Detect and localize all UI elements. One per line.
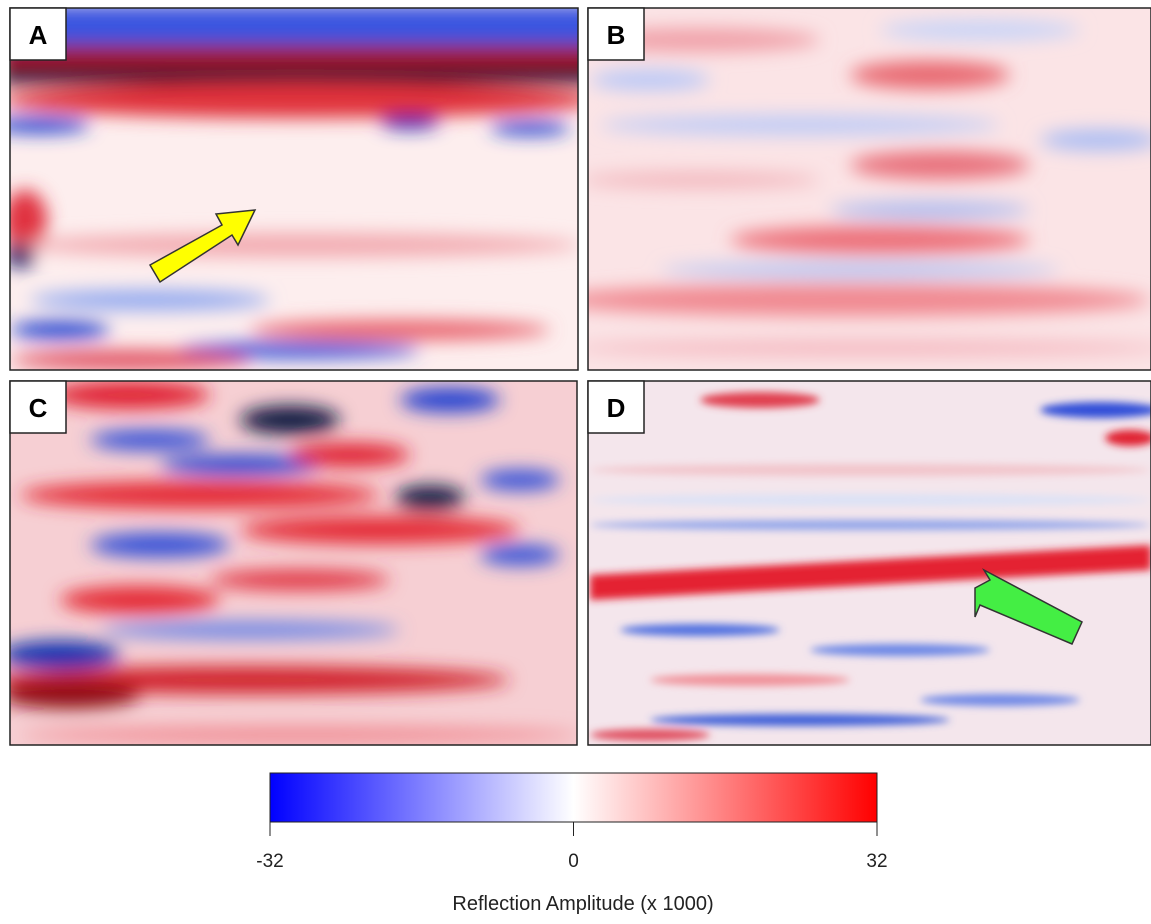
label-box — [587, 380, 645, 434]
tick-label: 0 — [568, 851, 579, 872]
panel-label: D — [607, 393, 626, 423]
panel-label: B — [607, 20, 626, 50]
colorbar-ticks: -32 0 32 — [256, 822, 888, 872]
label-box — [587, 7, 645, 61]
panel-b-image — [588, 8, 1151, 370]
colorbar-label: Reflection Amplitude (x 1000) — [452, 893, 713, 915]
panel-label: C — [29, 393, 48, 423]
label-box — [9, 380, 67, 434]
panel-d-image — [588, 381, 1151, 745]
colorbar — [269, 772, 878, 823]
tick-label: -32 — [256, 851, 283, 872]
label-box — [9, 7, 67, 61]
tick-label: 32 — [866, 851, 887, 872]
panel-c-image — [10, 381, 577, 745]
panel-label: A — [29, 20, 48, 50]
panel-a-image — [10, 8, 578, 370]
